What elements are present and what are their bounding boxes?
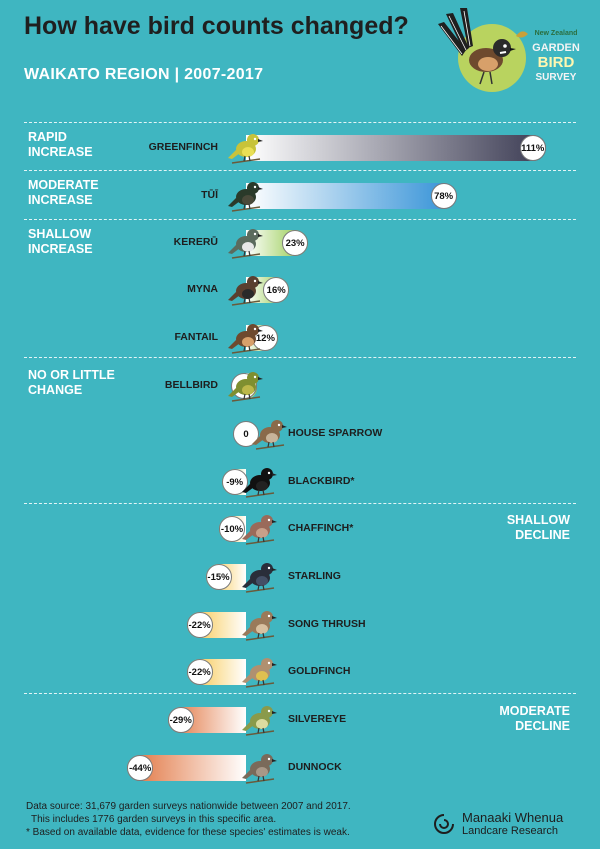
garden-bird-survey-logo: New Zealand GARDEN BIRD SURVEY — [434, 6, 584, 92]
bird-fantail-icon — [226, 316, 266, 356]
chart-title: How have bird counts changed? — [24, 12, 409, 40]
chart-subtitle: WAIKATO REGION | 2007-2017 — [24, 66, 264, 83]
category-label-fantail: FANTAIL — [174, 331, 218, 343]
bird-kerer-icon — [226, 221, 266, 261]
logo-survey: SURVEY — [535, 72, 577, 83]
category-label-chaffinch: CHAFFINCH* — [288, 522, 354, 534]
bird-t-icon — [226, 174, 266, 214]
bird-goldfinch-icon — [240, 650, 280, 690]
bird-song-thrush-icon — [240, 603, 280, 643]
category-label-house-sparrow: HOUSE SPARROW — [288, 427, 383, 439]
divider — [24, 503, 576, 504]
logo-bird: BIRD — [537, 54, 575, 71]
category-label-bellbird: BELLBIRD — [164, 379, 218, 391]
footer-garden-surveys: This includes 1776 garden surveys in thi… — [31, 814, 277, 825]
value-label-t: 78% — [430, 183, 457, 209]
divider — [24, 122, 576, 123]
divider — [24, 219, 576, 220]
bird-dunnock-icon — [240, 746, 280, 786]
category-label-blackbird: BLACKBIRD* — [288, 475, 355, 487]
bird-blackbird-icon — [240, 460, 280, 500]
category-label-starling: STARLING — [288, 570, 341, 582]
group-label-moderate-increase: MODERATE INCREASE — [28, 178, 99, 207]
bar-greenfinch — [246, 135, 546, 161]
bird-starling-icon — [240, 555, 280, 595]
footer-notes: Data source: 31,679 garden surveys natio… — [26, 800, 351, 839]
bird-house-sparrow-icon — [250, 412, 290, 452]
footer-footnote: * Based on available data, evidence for … — [26, 827, 350, 838]
category-label-t: TŪĪ — [201, 189, 218, 201]
value-label-silvereye: -29% — [167, 707, 194, 733]
fantail-logo-icon — [438, 8, 528, 92]
bird-greenfinch-icon — [226, 126, 266, 166]
category-label-kerer: KERERŪ — [173, 236, 218, 248]
value-label-starling: -15% — [205, 564, 232, 590]
bird-bellbird-icon — [226, 364, 266, 404]
value-label-chaffinch: -10% — [219, 516, 245, 542]
group-label-no-change: NO OR LITTLE CHANGE — [28, 368, 115, 397]
divider — [24, 693, 576, 694]
value-label-goldfinch: -22% — [186, 659, 213, 685]
category-label-song-thrush: SONG THRUSH — [288, 618, 366, 630]
value-label-song-thrush: -22% — [186, 612, 213, 638]
value-label-greenfinch: 111% — [519, 135, 546, 161]
group-label-shallow-decline: SHALLOW DECLINE — [506, 513, 570, 542]
group-label-shallow-increase: SHALLOW INCREASE — [28, 227, 93, 256]
category-label-goldfinch: GOLDFINCH — [288, 665, 351, 677]
category-label-dunnock: DUNNOCK — [288, 761, 342, 773]
divider — [24, 170, 576, 171]
category-label-greenfinch: GREENFINCH — [148, 141, 218, 153]
bird-silvereye-icon — [240, 698, 280, 738]
value-label-kerer: 23% — [282, 230, 309, 256]
logo-garden: GARDEN — [532, 42, 580, 54]
category-label-silvereye: SILVEREYE — [288, 713, 347, 725]
group-label-rapid-increase: RAPID INCREASE — [28, 130, 93, 159]
value-label-myna: 16% — [263, 277, 290, 303]
bird-chaffinch-icon — [240, 507, 280, 547]
manaaki-whenua-swirl-icon — [434, 814, 454, 834]
bird-myna-icon — [226, 268, 266, 308]
footer-data-source: Data source: 31,679 garden surveys natio… — [26, 801, 351, 812]
group-label-moderate-decline: MODERATE DECLINE — [499, 704, 570, 733]
bar-t — [246, 183, 457, 209]
manaaki-whenua-logo: Manaaki Whenua Landcare Research — [432, 808, 582, 840]
category-label-myna: MYNA — [187, 283, 218, 295]
divider — [24, 357, 576, 358]
brand-sub: Landcare Research — [462, 825, 559, 837]
logo-new-zealand: New Zealand — [534, 30, 578, 37]
value-label-dunnock: -44% — [127, 755, 154, 781]
brand-name: Manaaki Whenua — [462, 810, 564, 825]
